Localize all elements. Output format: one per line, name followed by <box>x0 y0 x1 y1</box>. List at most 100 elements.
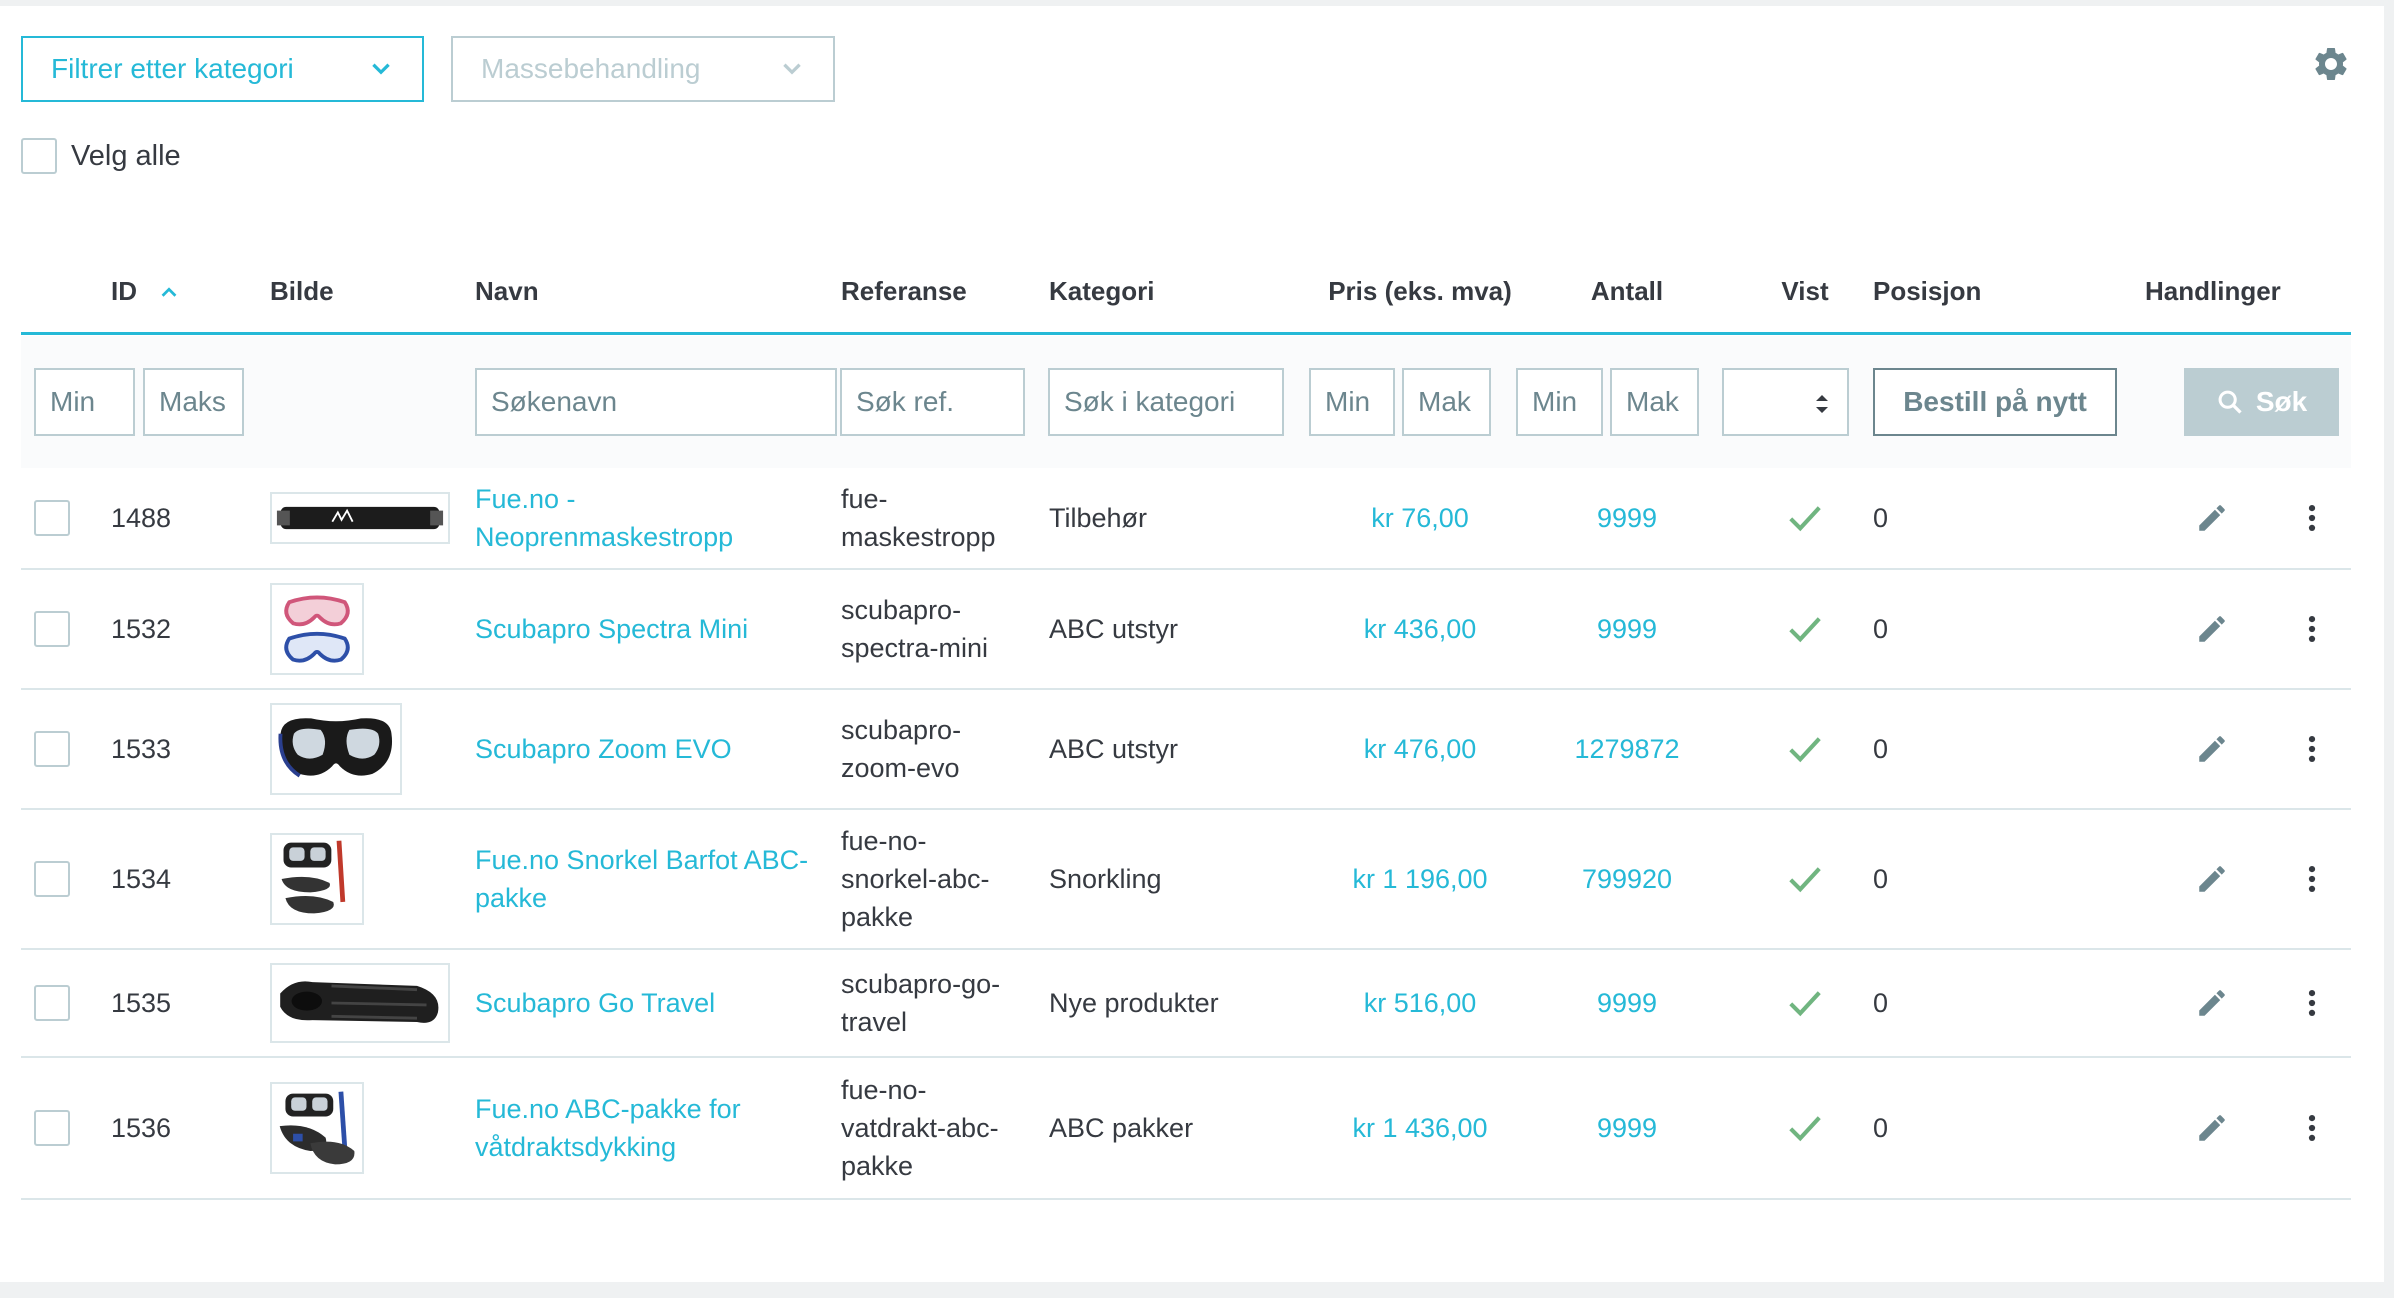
product-id: 1535 <box>111 988 172 1018</box>
product-quantity[interactable]: 799920 <box>1581 864 1673 894</box>
more-vertical-icon[interactable] <box>2295 1111 2329 1145</box>
product-thumbnail[interactable] <box>270 492 450 544</box>
row-checkbox[interactable] <box>34 985 70 1021</box>
product-name-link[interactable]: Fue.no - Neoprenmaskestropp <box>475 484 734 552</box>
edit-pencil-icon[interactable] <box>2195 862 2229 896</box>
product-image-cell <box>270 468 450 568</box>
select-all[interactable]: Velg alle <box>21 138 181 174</box>
check-icon[interactable] <box>1786 499 1824 537</box>
price-min-input[interactable] <box>1309 368 1395 436</box>
row-checkbox[interactable] <box>34 500 70 536</box>
table-row: 1534 Fue.no Snorkel Barfot ABC-pakke fue-n… <box>21 810 2351 950</box>
edit-pencil-icon[interactable] <box>2195 732 2229 766</box>
column-header-quantity[interactable]: Antall <box>1590 276 1664 306</box>
edit-pencil-icon[interactable] <box>2195 501 2229 535</box>
price-max-input[interactable] <box>1402 368 1491 436</box>
quantity-max-input[interactable] <box>1610 368 1699 436</box>
more-actions-cell <box>2295 1058 2329 1198</box>
id-min-input[interactable] <box>34 368 135 436</box>
product-reference: scubapro-zoom-evo <box>841 715 962 783</box>
product-price[interactable]: kr 76,00 <box>1371 503 1469 533</box>
more-vertical-icon[interactable] <box>2295 732 2329 766</box>
product-image-cell <box>270 950 450 1056</box>
row-checkbox[interactable] <box>34 1110 70 1146</box>
category-filter-label: Filtrer etter kategori <box>51 53 294 84</box>
check-icon[interactable] <box>1786 730 1824 768</box>
bulk-actions-dropdown[interactable]: Massebehandling <box>451 36 835 102</box>
product-price[interactable]: kr 476,00 <box>1363 734 1477 764</box>
check-icon[interactable] <box>1786 984 1824 1022</box>
product-image-cell <box>270 690 402 808</box>
product-id: 1532 <box>111 614 172 644</box>
product-quantity[interactable]: 9999 <box>1596 1113 1658 1143</box>
row-checkbox[interactable] <box>34 731 70 767</box>
more-actions-cell <box>2295 468 2329 568</box>
select-all-checkbox[interactable] <box>21 138 57 174</box>
check-icon[interactable] <box>1786 610 1824 648</box>
product-name-link[interactable]: Scubapro Spectra Mini <box>475 614 749 644</box>
product-name-link[interactable]: Fue.no Snorkel Barfot ABC-pakke <box>475 845 809 913</box>
check-icon[interactable] <box>1786 860 1824 898</box>
edit-cell <box>2195 1058 2229 1198</box>
product-thumbnail[interactable] <box>270 583 364 675</box>
edit-pencil-icon[interactable] <box>2195 986 2229 1020</box>
gear-icon[interactable] <box>2311 44 2351 84</box>
reference-search-input[interactable] <box>840 368 1025 436</box>
more-vertical-icon[interactable] <box>2295 862 2329 896</box>
id-max-input[interactable] <box>143 368 244 436</box>
column-header-id[interactable]: ID <box>111 272 180 310</box>
shown-filter-select[interactable] <box>1722 368 1849 436</box>
bulk-actions-label: Massebehandling <box>481 53 701 84</box>
product-position: 0 <box>1873 503 1889 533</box>
product-name-link[interactable]: Fue.no ABC-pakke for våtdraktsdykking <box>475 1094 741 1162</box>
category-filter-dropdown[interactable]: Filtrer etter kategori <box>21 36 424 102</box>
search-button[interactable]: Søk <box>2184 368 2339 436</box>
product-thumbnail[interactable] <box>270 963 450 1043</box>
table-row: 1535 Scubapro Go Travel scubapro-go-travel… <box>21 950 2351 1058</box>
product-quantity[interactable]: 9999 <box>1596 503 1658 533</box>
product-price[interactable]: kr 516,00 <box>1363 988 1477 1018</box>
edit-cell <box>2195 950 2229 1056</box>
product-quantity[interactable]: 1279872 <box>1574 734 1680 764</box>
column-header-reference[interactable]: Referanse <box>841 276 967 306</box>
product-name-link[interactable]: Scubapro Go Travel <box>475 988 716 1018</box>
column-header-name[interactable]: Navn <box>475 276 539 306</box>
quantity-min-input[interactable] <box>1516 368 1603 436</box>
product-quantity[interactable]: 9999 <box>1596 988 1658 1018</box>
more-vertical-icon[interactable] <box>2295 501 2329 535</box>
edit-pencil-icon[interactable] <box>2195 612 2229 646</box>
product-quantity[interactable]: 9999 <box>1596 614 1658 644</box>
row-checkbox-cell <box>34 570 70 688</box>
product-image-cell <box>270 1058 364 1198</box>
check-icon[interactable] <box>1786 1109 1824 1147</box>
column-header-price[interactable]: Pris (eks. mva) <box>1328 276 1512 306</box>
product-id: 1488 <box>111 503 172 533</box>
select-arrows-icon <box>1816 395 1828 413</box>
row-checkbox-cell <box>34 468 70 568</box>
product-reference: fue-no-vatdrakt-abc-pakke <box>841 1075 999 1181</box>
more-vertical-icon[interactable] <box>2295 986 2329 1020</box>
product-price[interactable]: kr 436,00 <box>1363 614 1477 644</box>
sort-ascending-icon[interactable] <box>158 282 180 304</box>
row-checkbox[interactable] <box>34 611 70 647</box>
product-reference: scubapro-spectra-mini <box>841 595 989 663</box>
product-thumbnail[interactable] <box>270 703 402 795</box>
row-checkbox-cell <box>34 810 70 948</box>
row-checkbox[interactable] <box>34 861 70 897</box>
more-vertical-icon[interactable] <box>2295 612 2329 646</box>
column-header-position[interactable]: Posisjon <box>1873 276 1982 306</box>
product-price[interactable]: kr 1 196,00 <box>1352 864 1488 894</box>
column-header-category[interactable]: Kategori <box>1049 276 1155 306</box>
column-header-shown[interactable]: Vist <box>1781 276 1829 306</box>
product-category: Snorkling <box>1049 864 1162 894</box>
product-price[interactable]: kr 1 436,00 <box>1352 1113 1488 1143</box>
name-search-input[interactable] <box>475 368 837 436</box>
table-row: 1532 Scubapro Spectra Mini scubapro-spectr… <box>21 570 2351 690</box>
edit-cell <box>2195 810 2229 948</box>
reorder-button[interactable]: Bestill på nytt <box>1873 368 2117 436</box>
product-name-link[interactable]: Scubapro Zoom EVO <box>475 734 732 764</box>
category-search-input[interactable] <box>1048 368 1284 436</box>
edit-pencil-icon[interactable] <box>2195 1111 2229 1145</box>
product-thumbnail[interactable] <box>270 833 364 925</box>
product-thumbnail[interactable] <box>270 1082 364 1174</box>
